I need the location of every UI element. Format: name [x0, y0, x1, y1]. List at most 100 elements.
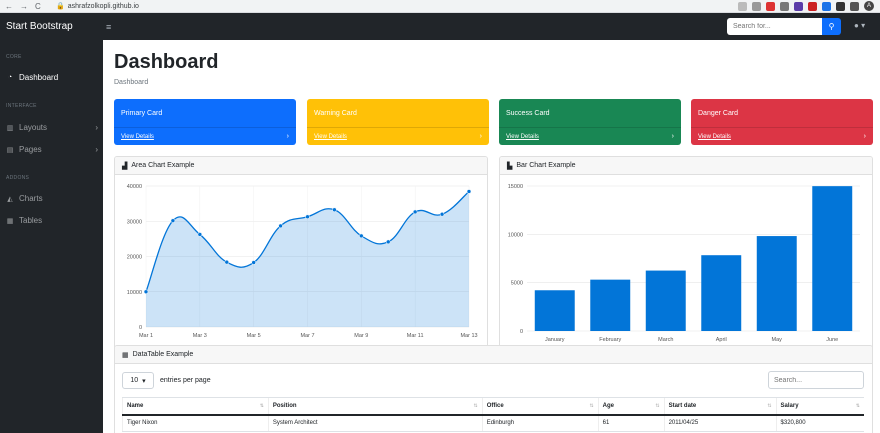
reload-icon[interactable]: C — [35, 1, 41, 11]
share-icon[interactable] — [738, 1, 747, 11]
data-point — [278, 223, 283, 229]
sidepanel-icon[interactable] — [850, 1, 859, 11]
entries-per-page-select[interactable]: 10 ▾ — [122, 372, 154, 389]
y-tick-label: 10000 — [508, 232, 523, 238]
table-header-row: Name ⇅ Position ⇅ Office ⇅ Age ⇅ Start date ⇅… — [122, 397, 864, 416]
search-button[interactable]: ⚲ — [822, 18, 841, 35]
browser-nav: ← → C — [0, 2, 56, 11]
sidebar-item-label: Pages — [19, 145, 42, 154]
extension-icon[interactable] — [780, 1, 789, 11]
data-point — [332, 207, 337, 213]
table-cell: Edinburgh — [481, 414, 599, 432]
sidebar-item-label: Tables — [19, 216, 43, 225]
view-details-link[interactable]: View Details — [314, 133, 347, 140]
data-point — [305, 214, 310, 220]
y-tick-label: 20000 — [127, 255, 142, 261]
sidebar-item-layouts[interactable]: ▥ Layouts › — [6, 123, 98, 132]
column-label: Position — [272, 402, 297, 409]
sidebar-item-label: Charts — [19, 194, 43, 203]
card-title: Warning Card — [314, 110, 357, 117]
column-label: Age — [602, 402, 614, 409]
data-point — [386, 239, 391, 245]
sidebar-item-dashboard[interactable]: ◔ Dashboard — [6, 73, 98, 82]
card-footer: View Details › — [499, 127, 681, 145]
card-title: Success Card — [506, 110, 550, 117]
table-cell: $320,800 — [775, 414, 864, 432]
column-header-position[interactable]: Position ⇅ — [267, 397, 483, 416]
chevron-right-icon[interactable]: › — [286, 133, 289, 140]
datatable: Name ⇅ Position ⇅ Office ⇅ Age ⇅ Start date ⇅… — [122, 397, 864, 432]
forward-icon[interactable]: → — [20, 1, 28, 11]
column-label: Salary — [780, 402, 799, 409]
sort-icon: ⇅ — [589, 402, 594, 409]
per-page-value: 10 — [130, 377, 139, 384]
back-icon[interactable]: ← — [5, 1, 13, 11]
column-label: Office — [486, 402, 504, 409]
card-title: Primary Card — [121, 110, 163, 117]
column-header-office[interactable]: Office ⇅ — [481, 397, 599, 416]
card-footer: View Details › — [307, 127, 489, 145]
panel-header: ▙ Bar Chart Example — [500, 157, 872, 175]
puzzle-icon[interactable] — [836, 1, 845, 11]
data-point — [224, 259, 229, 265]
x-tick-label: February — [599, 337, 621, 343]
card-title: Danger Card — [698, 110, 739, 117]
breadcrumb: Dashboard — [114, 79, 149, 86]
view-details-link[interactable]: View Details — [121, 133, 154, 140]
bar-chart-title: Bar Chart Example — [516, 162, 576, 169]
bar — [645, 270, 686, 331]
extension-icon[interactable] — [794, 1, 803, 11]
user-menu[interactable]: ● ▾ — [854, 21, 865, 30]
extension-icon[interactable] — [808, 1, 817, 11]
bar-chart-panel: ▙ Bar Chart Example 0 5000 10000 15000 Janua… — [499, 156, 873, 375]
area-chart-panel: ▟ Area Chart Example 0 10000 20000 30000 400… — [114, 156, 488, 375]
bar — [812, 186, 853, 331]
extension-icon[interactable] — [766, 1, 775, 11]
sidebar-toggle-icon[interactable]: ≡ — [106, 21, 112, 32]
area-fill — [146, 191, 469, 327]
y-tick-label: 10000 — [127, 290, 142, 296]
danger-card: Danger Card View Details › — [691, 99, 873, 145]
star-icon[interactable] — [752, 1, 761, 11]
x-tick-label: Mar 11 — [407, 333, 424, 339]
sidebar-heading: Interface — [6, 103, 37, 109]
view-details-link[interactable]: View Details — [698, 133, 731, 140]
y-tick-label: 0 — [520, 329, 523, 335]
chevron-right-icon[interactable]: › — [671, 133, 674, 140]
y-tick-label: 30000 — [127, 219, 142, 225]
address-bar[interactable]: 🔒 ashrafzolkopli.github.io — [56, 2, 139, 11]
datatable-search-input[interactable] — [768, 371, 864, 389]
datatable-title: DataTable Example — [132, 351, 194, 358]
sort-icon: ⇅ — [259, 402, 264, 409]
table-row: Tiger Nixon System Architect Edinburgh 6… — [122, 414, 864, 432]
navbar-brand[interactable]: Start Bootstrap — [6, 21, 73, 32]
bar — [756, 236, 797, 331]
column-header-salary[interactable]: Salary ⇅ — [775, 397, 864, 416]
column-header-start-date[interactable]: Start date ⇅ — [663, 397, 777, 416]
profile-avatar[interactable]: A — [864, 1, 874, 11]
browser-toolbar: ← → C 🔒 ashrafzolkopli.github.io A — [0, 0, 880, 13]
column-label: Name — [127, 402, 144, 409]
sort-icon: ⇅ — [855, 402, 860, 409]
extension-icon[interactable] — [822, 1, 831, 11]
sidebar-item-pages[interactable]: ▤ Pages › — [6, 145, 98, 154]
sidebar: Core ◔ Dashboard Interface ▥ Layouts › ▤… — [0, 40, 103, 433]
x-tick-label: Mar 5 — [247, 333, 261, 339]
chart-area-icon: ▟ — [122, 162, 128, 170]
primary-card: Primary Card View Details › — [114, 99, 296, 145]
search-input[interactable] — [727, 18, 822, 35]
column-header-age[interactable]: Age ⇅ — [597, 397, 665, 416]
x-tick-label: Mar 13 — [460, 333, 477, 339]
column-header-name[interactable]: Name ⇅ — [122, 397, 269, 416]
sidebar-item-label: Dashboard — [19, 73, 59, 82]
view-details-link[interactable]: View Details — [506, 133, 539, 140]
sidebar-item-tables[interactable]: ▦ Tables — [6, 216, 98, 225]
card-footer: View Details › — [691, 127, 873, 145]
sidebar-item-charts[interactable]: ◭ Charts — [6, 194, 98, 203]
chevron-right-icon[interactable]: › — [479, 133, 482, 140]
data-point — [197, 232, 203, 237]
x-tick-label: January — [545, 337, 565, 343]
entries-per-page-label: entries per page — [160, 377, 211, 384]
x-tick-label: Mar 1 — [139, 333, 153, 339]
chevron-right-icon[interactable]: › — [863, 133, 866, 140]
